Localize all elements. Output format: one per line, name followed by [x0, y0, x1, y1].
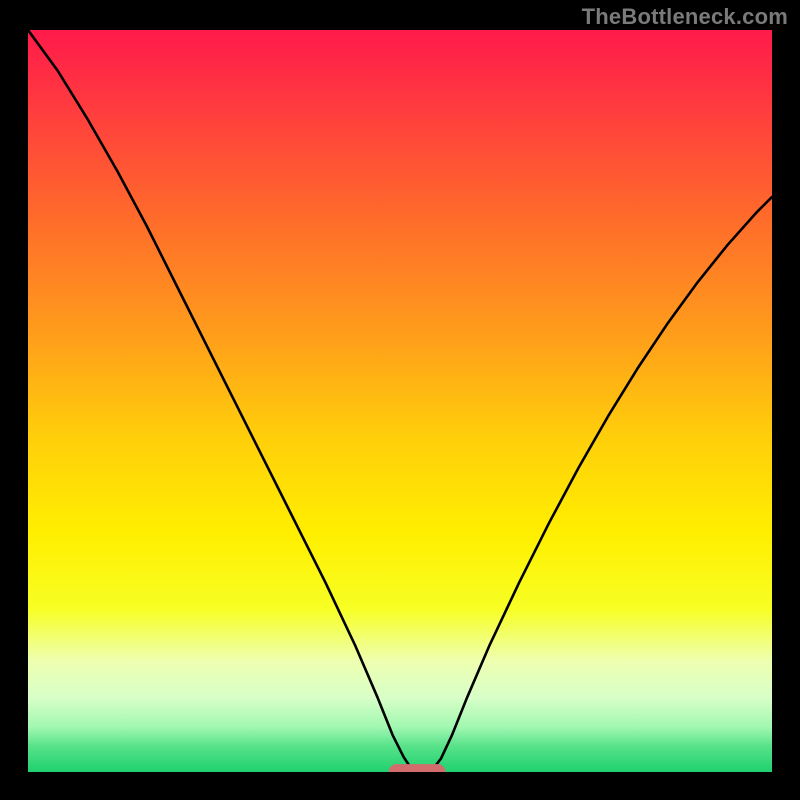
gradient-background	[28, 30, 772, 772]
optimal-marker	[389, 765, 445, 772]
chart-svg	[28, 30, 772, 772]
watermark-text: TheBottleneck.com	[582, 4, 788, 30]
outer-frame: TheBottleneck.com	[0, 0, 800, 800]
plot-area	[28, 30, 772, 772]
